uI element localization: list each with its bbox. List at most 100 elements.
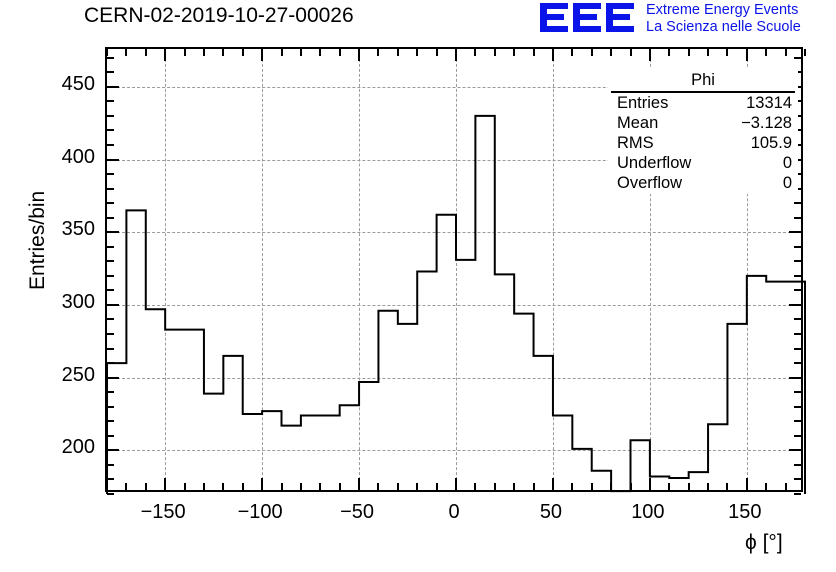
- axis-tick: [299, 49, 302, 56]
- axis-tick: [789, 231, 801, 234]
- axis-tick: [687, 483, 690, 490]
- axis-tick: [726, 483, 729, 490]
- axis-tick: [183, 49, 186, 56]
- axis-tick: [241, 49, 244, 56]
- grid-line-vertical: [165, 49, 167, 490]
- axis-tick: [435, 49, 438, 56]
- axis-tick: [358, 49, 361, 61]
- axis-tick: [107, 463, 114, 466]
- stats-row: Entries 13314: [609, 94, 797, 114]
- axis-tick: [280, 483, 283, 490]
- axis-tick: [377, 49, 380, 56]
- stats-row: RMS 105.9: [609, 134, 797, 154]
- axis-tick: [107, 318, 114, 321]
- axis-tick: [571, 483, 574, 490]
- axis-tick: [629, 49, 632, 56]
- axis-tick: [125, 483, 128, 490]
- axis-tick: [789, 376, 801, 379]
- axis-tick: [107, 434, 114, 437]
- axis-tick: [261, 478, 264, 490]
- grid-line-horizontal: [107, 450, 801, 452]
- stats-row-label: Overflow: [617, 174, 683, 192]
- x-axis-tick-label: −50: [340, 501, 375, 523]
- grid-line-horizontal: [107, 232, 801, 234]
- axis-tick: [319, 49, 322, 56]
- axis-tick: [358, 478, 361, 490]
- logo-letter-e-1: [540, 3, 568, 32]
- axis-tick: [144, 483, 147, 490]
- grid-line-vertical: [746, 49, 748, 490]
- stats-row-label: RMS: [617, 134, 654, 152]
- x-axis-tick-label: 150: [728, 501, 762, 523]
- axis-tick: [648, 49, 651, 61]
- stats-row-label: Mean: [617, 114, 659, 132]
- stats-row-value: 105.9: [750, 134, 792, 152]
- axis-tick: [493, 483, 496, 490]
- x-axis-tick-label: 50: [539, 501, 563, 523]
- axis-tick: [794, 216, 801, 219]
- axis-tick: [794, 260, 801, 263]
- axis-tick: [745, 478, 748, 490]
- y-axis-tick-label: 450: [61, 72, 95, 95]
- logo-letter-e-3: [606, 3, 634, 32]
- grid-line-horizontal: [107, 304, 801, 306]
- stats-row-value: 0: [782, 154, 792, 172]
- axis-tick: [794, 405, 801, 408]
- axis-tick: [687, 49, 690, 56]
- axis-tick: [794, 274, 801, 277]
- axis-tick: [107, 347, 114, 350]
- axis-tick: [551, 49, 554, 61]
- axis-tick: [107, 333, 114, 336]
- axis-tick: [107, 420, 114, 423]
- axis-tick: [532, 49, 535, 56]
- stats-divider: [611, 91, 795, 93]
- axis-tick: [107, 260, 114, 263]
- axis-tick: [107, 245, 114, 248]
- axis-tick: [241, 483, 244, 490]
- axis-tick: [794, 434, 801, 437]
- axis-tick: [183, 483, 186, 490]
- axis-tick: [794, 56, 801, 59]
- x-axis-tick-label: 100: [631, 501, 665, 523]
- stats-box: Phi Entries 13314 Mean −3.128 RMS 105.9 Underf…: [608, 68, 798, 194]
- stats-row-value: 0: [782, 174, 792, 192]
- x-axis-title: ϕ [°]: [745, 531, 783, 554]
- axis-tick: [416, 49, 419, 56]
- axis-tick: [794, 493, 801, 495]
- axis-tick: [107, 478, 114, 481]
- axis-tick: [474, 483, 477, 490]
- axis-tick: [532, 483, 535, 490]
- axis-tick: [222, 483, 225, 490]
- axis-tick: [789, 449, 801, 452]
- stats-row: Mean −3.128: [609, 114, 797, 134]
- axis-tick: [107, 289, 114, 292]
- eee-logo-text: Extreme Energy Events La Scienza nelle S…: [646, 2, 801, 36]
- axis-tick: [107, 274, 114, 277]
- axis-tick: [765, 49, 768, 56]
- axis-tick: [455, 478, 457, 490]
- axis-tick: [107, 303, 119, 306]
- stats-row-value: 13314: [746, 94, 792, 112]
- axis-tick: [794, 463, 801, 466]
- y-axis-tick-label: 200: [61, 436, 95, 459]
- axis-tick: [726, 49, 729, 56]
- axis-tick: [107, 449, 119, 452]
- axis-tick: [107, 231, 119, 234]
- axis-tick: [107, 216, 114, 219]
- axis-tick: [668, 483, 671, 490]
- axis-tick: [794, 347, 801, 350]
- logo-letter-e-2: [573, 3, 601, 32]
- grid-line-vertical: [649, 49, 651, 490]
- axis-tick: [107, 143, 114, 146]
- y-axis-tick-label: 250: [61, 363, 95, 386]
- histogram-curve: [106, 114, 806, 494]
- axis-tick: [804, 49, 806, 56]
- axis-tick: [299, 483, 302, 490]
- axis-tick: [261, 49, 264, 61]
- axis-tick: [107, 405, 114, 408]
- stats-row: Underflow 0: [609, 154, 797, 174]
- axis-tick: [648, 478, 651, 490]
- x-axis-tick-label: 0: [448, 501, 460, 523]
- axis-tick: [707, 483, 710, 490]
- axis-tick: [590, 483, 593, 490]
